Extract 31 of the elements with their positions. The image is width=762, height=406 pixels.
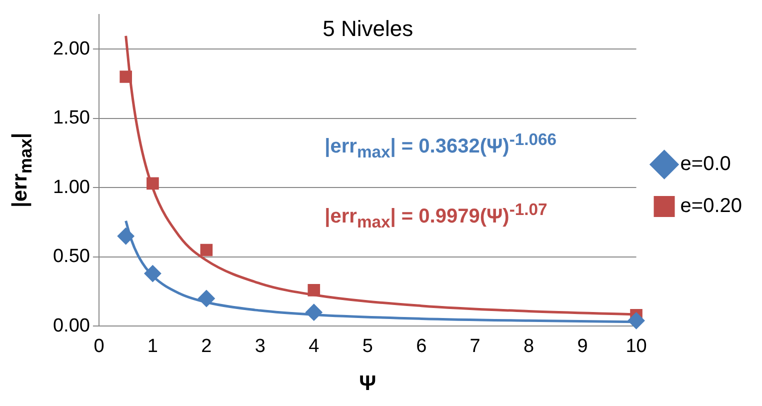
y-tick-label: 0.00 — [52, 315, 90, 336]
point — [200, 244, 213, 256]
x-tick-label: 7 — [470, 336, 480, 357]
point — [305, 304, 322, 321]
x-tick-label: 1 — [147, 336, 158, 357]
point — [117, 228, 134, 245]
x-tick-label: 3 — [254, 336, 266, 357]
point — [120, 70, 132, 83]
point — [144, 265, 162, 282]
x-tick-label: 2 — [201, 336, 212, 357]
point — [146, 177, 159, 190]
x-tick-label: 9 — [577, 336, 588, 357]
point — [628, 312, 645, 330]
annotation: |err$_{max}$| = 0.3632(Ψ)$^{-1.066}$ — [324, 130, 557, 162]
legend-label: e=0.20 — [680, 195, 742, 218]
x-axis-title: Ψ — [359, 372, 376, 396]
y-tick-label: 2.00 — [52, 38, 90, 60]
chart-title: 5 Niveles — [322, 16, 414, 42]
annotation: |err$_{max}$| = 0.9979(Ψ)$^{-1.07}$ — [324, 200, 548, 232]
x-tick-label: 4 — [308, 336, 320, 357]
x-tick-label: 10 — [626, 336, 647, 357]
legend-label: e=0.0 — [680, 153, 731, 176]
x-tick-label: 0 — [94, 336, 104, 357]
x-tick-label: 6 — [416, 336, 427, 357]
x-tick-label: 8 — [524, 336, 534, 357]
y-tick-label: 0.50 — [52, 246, 90, 268]
point — [198, 290, 215, 307]
point — [308, 284, 320, 296]
y-tick-label: 1.50 — [52, 108, 90, 129]
x-tick-label: 5 — [362, 336, 373, 357]
y-tick-label: 1.00 — [52, 176, 90, 198]
